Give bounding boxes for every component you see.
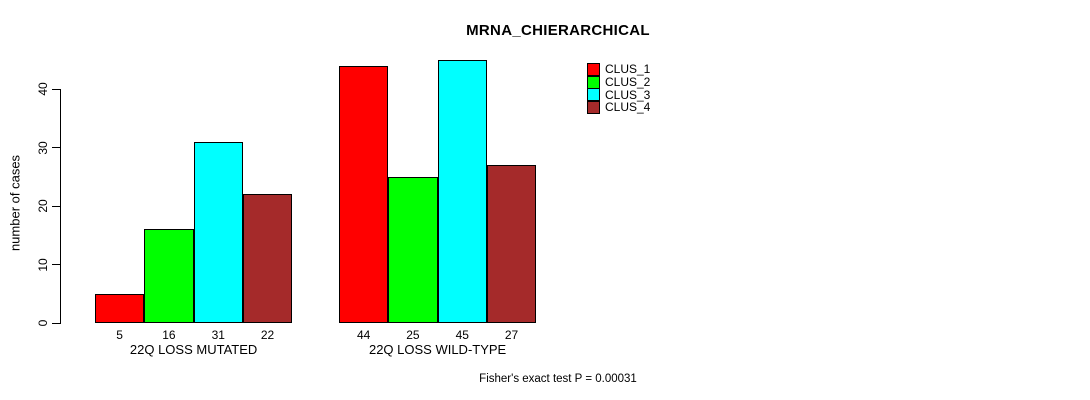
legend-swatch-clus_2 xyxy=(587,75,600,89)
bar-clus_4-group1 xyxy=(242,194,293,323)
y-tick-mark xyxy=(52,322,60,324)
bar-clus_2-group2 xyxy=(388,176,438,323)
legend-row-clus_3: CLUS_3 xyxy=(587,87,651,102)
legend-label: CLUS_2 xyxy=(605,75,651,90)
legend-row-clus_2: CLUS_2 xyxy=(587,75,651,90)
group-label: 22Q LOSS WILD-TYPE xyxy=(368,342,507,357)
bar-value-label: 45 xyxy=(455,328,469,342)
y-tick-mark xyxy=(52,264,60,265)
bar-value-label: 25 xyxy=(406,328,420,342)
legend-row-clus_1: CLUS_1 xyxy=(587,62,651,77)
y-axis-line xyxy=(60,89,61,324)
legend-swatch-clus_1 xyxy=(587,62,600,76)
y-tick-mark xyxy=(52,205,60,207)
bar-clus_4-group2 xyxy=(486,165,537,323)
y-tick-label: 30 xyxy=(36,140,50,155)
bar-value-label: 27 xyxy=(504,328,519,342)
bar-clus_2-group1 xyxy=(144,229,194,323)
bar-clus_1-group2 xyxy=(339,65,389,323)
y-tick-mark xyxy=(52,88,60,90)
bar-clus_3-group2 xyxy=(437,59,487,323)
bar-value-label: 5 xyxy=(116,328,123,342)
y-tick-label: 20 xyxy=(36,199,50,213)
y-tick-label: 0 xyxy=(36,319,50,327)
y-axis-title: number of cases xyxy=(7,154,23,252)
bar-value-label: 16 xyxy=(162,328,176,342)
bar-value-label: 44 xyxy=(356,328,371,342)
bar-clus_1-group1 xyxy=(95,293,145,323)
y-tick-label: 10 xyxy=(36,257,50,272)
bar-value-label: 31 xyxy=(211,328,225,342)
bar-value-label: 22 xyxy=(260,328,275,342)
legend: CLUS_1 CLUS_2 CLUS_3 CLUS_4 xyxy=(587,62,651,115)
chart-title: MRNA_CHIERARCHICAL xyxy=(466,22,650,39)
legend-swatch-clus_4 xyxy=(587,100,600,114)
bar-clus_3-group1 xyxy=(193,141,243,323)
legend-row-clus_4: CLUS_4 xyxy=(587,100,651,115)
group-label: 22Q LOSS MUTATED xyxy=(129,342,258,357)
y-tick-mark xyxy=(52,147,60,148)
legend-label: CLUS_4 xyxy=(605,100,651,115)
legend-swatch-clus_3 xyxy=(587,88,600,102)
legend-label: CLUS_1 xyxy=(605,62,651,77)
y-tick-label: 40 xyxy=(36,82,50,96)
legend-label: CLUS_3 xyxy=(605,87,651,102)
fisher-test-annotation: Fisher's exact test P = 0.00031 xyxy=(479,373,637,385)
